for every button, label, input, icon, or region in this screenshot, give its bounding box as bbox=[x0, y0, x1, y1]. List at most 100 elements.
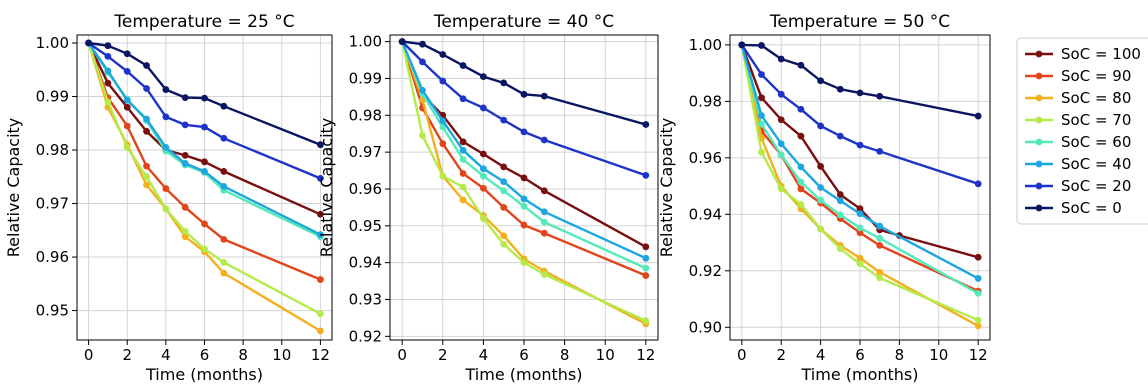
data-point bbox=[778, 116, 785, 123]
data-point bbox=[480, 73, 487, 80]
data-point bbox=[738, 41, 745, 48]
data-point bbox=[857, 89, 864, 96]
data-point bbox=[105, 67, 112, 74]
data-point bbox=[758, 94, 765, 101]
data-point bbox=[857, 210, 864, 217]
data-point bbox=[541, 219, 548, 226]
data-point bbox=[419, 132, 426, 139]
data-point bbox=[124, 97, 131, 104]
y-tick-label: 0.96 bbox=[36, 248, 69, 266]
x-tick-label: 4 bbox=[479, 346, 489, 364]
chart-title: Temperature = 40 °C bbox=[433, 12, 614, 32]
x-tick-label: 12 bbox=[969, 346, 988, 364]
data-point bbox=[798, 178, 805, 185]
data-point bbox=[201, 158, 208, 165]
data-point bbox=[758, 112, 765, 119]
data-point bbox=[480, 173, 487, 180]
x-tick-label: 8 bbox=[238, 346, 248, 364]
y-tick-label: 0.98 bbox=[36, 141, 69, 159]
data-point bbox=[876, 223, 883, 230]
data-point bbox=[521, 91, 528, 98]
data-point bbox=[480, 185, 487, 192]
x-tick-label: 2 bbox=[776, 346, 786, 364]
legend-label: SoC = 20 bbox=[1061, 177, 1131, 195]
data-point bbox=[500, 178, 507, 185]
data-point bbox=[778, 56, 785, 63]
x-tick-label: 0 bbox=[84, 346, 94, 364]
data-point bbox=[778, 140, 785, 147]
data-point bbox=[162, 206, 169, 213]
data-point bbox=[317, 328, 324, 335]
data-point bbox=[521, 128, 528, 135]
data-point bbox=[817, 163, 824, 170]
data-point bbox=[143, 116, 150, 123]
legend-label: SoC = 40 bbox=[1061, 155, 1131, 173]
data-point bbox=[201, 124, 208, 131]
x-tick-label: 8 bbox=[895, 346, 905, 364]
data-point bbox=[105, 42, 112, 49]
data-point bbox=[85, 40, 92, 47]
y-tick-label: 0.99 bbox=[36, 88, 69, 106]
data-point bbox=[220, 183, 227, 190]
data-point bbox=[182, 152, 189, 159]
legend-swatch-marker bbox=[1036, 117, 1043, 124]
data-point bbox=[480, 151, 487, 158]
data-point bbox=[439, 140, 446, 147]
legend-label: SoC = 60 bbox=[1061, 133, 1131, 151]
data-point bbox=[439, 51, 446, 58]
y-tick-label: 0.98 bbox=[689, 92, 722, 110]
y-tick-label: 1.00 bbox=[349, 33, 382, 51]
y-tick-label: 0.97 bbox=[36, 195, 69, 213]
data-point bbox=[419, 41, 426, 48]
data-point bbox=[162, 185, 169, 192]
data-point bbox=[317, 276, 324, 283]
legend-label: SoC = 0 bbox=[1061, 199, 1122, 217]
legend-swatch-marker bbox=[1036, 73, 1043, 80]
y-tick-label: 1.00 bbox=[689, 36, 722, 54]
y-axis-label: Relative Capacity bbox=[4, 118, 23, 258]
data-point bbox=[500, 117, 507, 124]
data-point bbox=[541, 208, 548, 215]
x-axis-label: Time (months) bbox=[465, 365, 583, 384]
y-tick-label: 0.98 bbox=[349, 106, 382, 124]
legend-label: SoC = 90 bbox=[1061, 67, 1131, 85]
data-point bbox=[220, 168, 227, 175]
data-point bbox=[975, 113, 982, 120]
y-tick-label: 0.92 bbox=[349, 327, 382, 345]
data-point bbox=[817, 226, 824, 233]
data-point bbox=[500, 163, 507, 170]
data-point bbox=[857, 260, 864, 267]
data-point bbox=[124, 50, 131, 57]
data-point bbox=[124, 68, 131, 75]
data-point bbox=[143, 163, 150, 170]
data-point bbox=[220, 259, 227, 266]
data-point bbox=[857, 142, 864, 149]
x-tick-label: 10 bbox=[596, 346, 615, 364]
data-point bbox=[220, 135, 227, 142]
data-point bbox=[642, 272, 649, 279]
y-tick-label: 1.00 bbox=[36, 34, 69, 52]
data-point bbox=[876, 274, 883, 281]
data-point bbox=[541, 230, 548, 237]
data-point bbox=[460, 95, 467, 102]
data-point bbox=[876, 235, 883, 242]
data-point bbox=[837, 211, 844, 218]
x-tick-label: 2 bbox=[122, 346, 132, 364]
x-tick-label: 10 bbox=[929, 346, 948, 364]
data-point bbox=[105, 80, 112, 87]
data-point bbox=[541, 137, 548, 144]
data-point bbox=[317, 310, 324, 317]
y-tick-label: 0.95 bbox=[36, 302, 69, 320]
data-point bbox=[837, 86, 844, 93]
data-point bbox=[182, 160, 189, 167]
data-point bbox=[975, 180, 982, 187]
legend: SoC = 100 SoC = 90 SoC = 80 SoC = 70 SoC = 6… bbox=[1017, 38, 1148, 224]
x-tick-label: 10 bbox=[272, 346, 291, 364]
data-point bbox=[201, 220, 208, 227]
data-point bbox=[758, 42, 765, 49]
x-tick-label: 4 bbox=[816, 346, 826, 364]
data-point bbox=[220, 236, 227, 243]
data-point bbox=[419, 58, 426, 65]
data-point bbox=[521, 175, 528, 182]
data-point bbox=[837, 133, 844, 140]
